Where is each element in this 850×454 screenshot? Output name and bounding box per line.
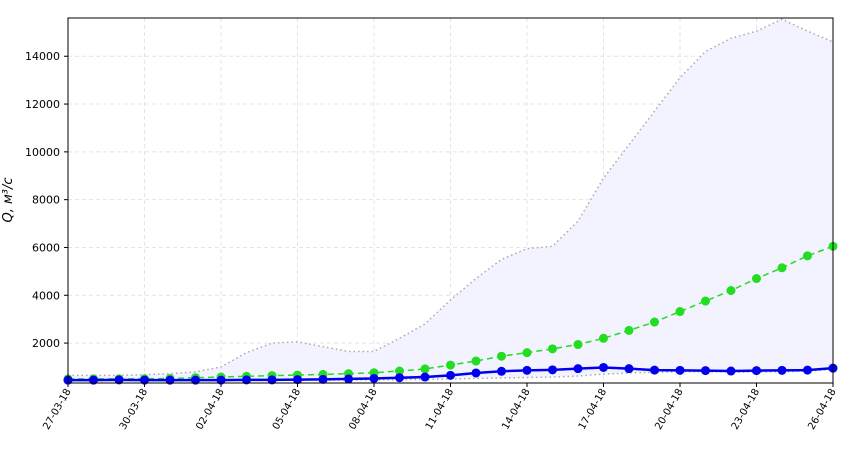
y-tick-label: 8000	[32, 194, 60, 207]
x-tick-label: 05-04-18	[271, 387, 303, 432]
point	[701, 366, 710, 376]
point	[624, 325, 634, 335]
point	[420, 364, 430, 374]
point	[446, 360, 455, 370]
point	[191, 375, 200, 385]
point	[752, 274, 761, 284]
x-tick-label: 23-04-18	[730, 387, 762, 432]
point	[675, 365, 685, 375]
point	[599, 333, 608, 343]
point	[548, 344, 557, 354]
point	[752, 366, 761, 376]
point	[165, 375, 175, 385]
point	[369, 373, 379, 383]
x-tick-label: 20-04-18	[653, 387, 685, 432]
point	[675, 307, 685, 317]
point	[726, 285, 736, 295]
series-line	[68, 18, 834, 377]
point	[777, 365, 787, 375]
point	[650, 317, 659, 327]
point	[726, 366, 736, 376]
point	[471, 368, 481, 378]
point	[701, 296, 710, 306]
point	[395, 366, 404, 376]
point	[573, 340, 583, 350]
y-axis-label: Q, м³/с	[1, 177, 16, 222]
x-tick-label: 17-04-18	[577, 387, 609, 432]
point	[624, 364, 634, 374]
point	[497, 351, 506, 361]
y-tick-label: 10000	[25, 146, 60, 159]
point	[650, 365, 659, 375]
point	[420, 372, 430, 382]
point	[114, 375, 124, 385]
point	[599, 362, 608, 372]
point	[522, 348, 532, 358]
point	[344, 374, 353, 384]
point	[89, 375, 98, 385]
area-band	[68, 19, 833, 381]
y-tick-label: 2000	[32, 337, 60, 350]
point	[573, 364, 583, 374]
x-tick-label: 26-04-18	[806, 387, 838, 432]
point	[497, 366, 506, 376]
point	[216, 375, 226, 385]
point	[242, 375, 251, 385]
point	[548, 365, 557, 375]
x-tick-label: 02-04-18	[194, 387, 226, 432]
plot-frame	[67, 17, 834, 384]
point	[803, 365, 812, 375]
point	[446, 370, 455, 380]
y-tick-label: 12000	[25, 98, 60, 111]
point	[140, 375, 149, 385]
y-tick-label: 4000	[32, 289, 60, 302]
point	[522, 365, 532, 375]
point	[318, 374, 328, 384]
point	[293, 375, 302, 385]
x-tick-label: 08-04-18	[347, 387, 379, 432]
x-tick-label: 11-04-18	[424, 387, 456, 432]
point	[777, 263, 787, 273]
point	[471, 356, 481, 366]
y-tick-label: 6000	[32, 241, 60, 254]
y-tick-label: 14000	[25, 50, 60, 63]
point	[803, 251, 812, 261]
x-tick-label: 14-04-18	[500, 387, 532, 432]
x-tick-label: 27-03-18	[41, 387, 73, 432]
point	[395, 373, 404, 383]
x-tick-label: 30-03-18	[118, 387, 150, 432]
point	[267, 375, 277, 385]
